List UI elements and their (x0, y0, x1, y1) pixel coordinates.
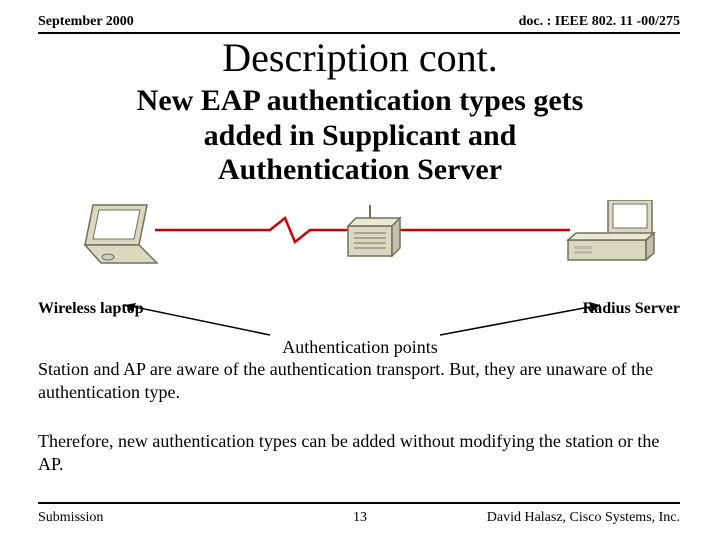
subtitle-line-2: added in Supplicant and (0, 119, 720, 154)
footer-rule (38, 502, 680, 504)
subtitle: New EAP authentication types gets added … (0, 84, 720, 188)
page-title: Description cont. (0, 34, 720, 81)
laptop-icon (85, 205, 157, 263)
paragraph-1: Station and AP are aware of the authenti… (38, 358, 680, 403)
subtitle-line-1: New EAP authentication types gets (0, 84, 720, 119)
auth-points-label: Authentication points (0, 336, 720, 359)
header-date: September 2000 (38, 14, 134, 30)
paragraph-2: Therefore, new authentication types can … (38, 430, 680, 475)
slide: September 2000 doc. : IEEE 802. 11 -00/2… (0, 0, 720, 540)
server-icon (568, 200, 654, 260)
label-server: Radius Server (583, 300, 680, 318)
network-diagram (70, 200, 660, 290)
label-laptop: Wireless laptop (38, 300, 144, 318)
page-number: 13 (0, 510, 720, 526)
wireless-link (155, 218, 350, 242)
header-doc-id: doc. : IEEE 802. 11 -00/275 (519, 14, 680, 30)
device-labels: Wireless laptop Radius Server (38, 300, 680, 318)
access-point-icon (348, 205, 400, 256)
header-row: September 2000 doc. : IEEE 802. 11 -00/2… (38, 14, 680, 30)
subtitle-line-3: Authentication Server (0, 153, 720, 188)
